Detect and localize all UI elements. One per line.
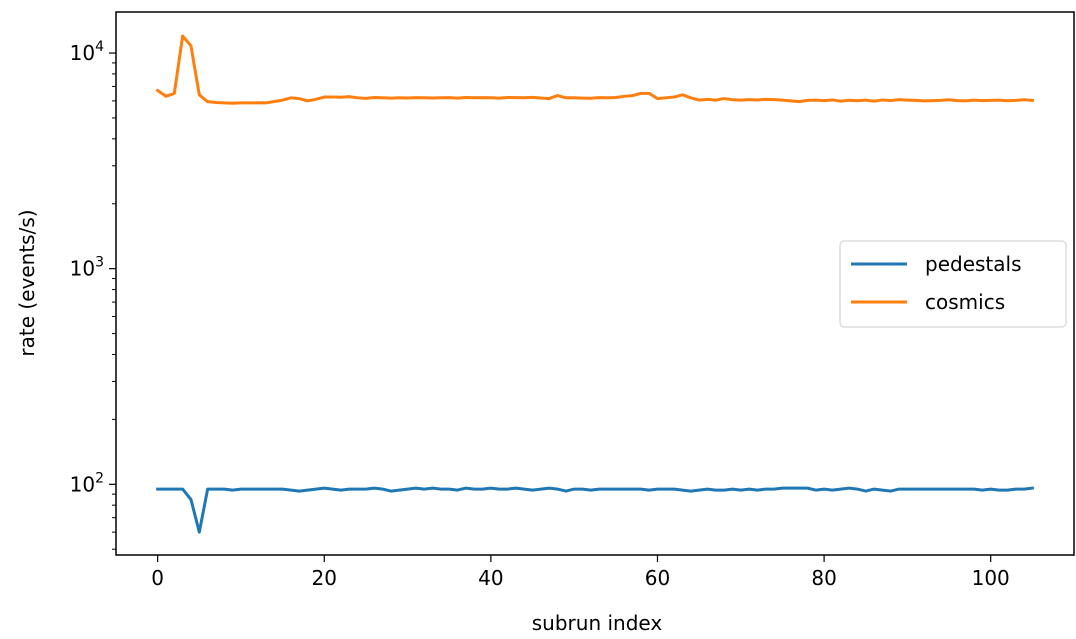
legend-label-cosmics: cosmics [925,290,1005,314]
y-tick-label: 102 [70,470,104,496]
y-tick-label: 104 [70,39,104,65]
x-axis: 0 20 40 60 80 100 [151,555,1010,590]
y-axis-title: rate (events/s) [15,209,39,356]
x-tick-label: 40 [478,566,503,590]
plot-series-group [155,34,1035,534]
legend: pedestals cosmics [839,240,1067,328]
x-axis-title: subrun index [532,611,663,635]
legend-label-pedestals: pedestals [925,252,1022,276]
series-line-pedestals [156,486,1035,534]
x-tick-label: 20 [312,566,337,590]
x-tick-label: 100 [972,566,1010,590]
plot-frame [115,11,1075,556]
x-tick-label: 80 [811,566,836,590]
y-axis: 102 103 104 [70,39,116,550]
x-tick-label: 60 [645,566,670,590]
y-tick-label: 103 [70,255,104,281]
x-tick-label: 0 [151,566,164,590]
series-line-cosmics [155,34,1034,105]
